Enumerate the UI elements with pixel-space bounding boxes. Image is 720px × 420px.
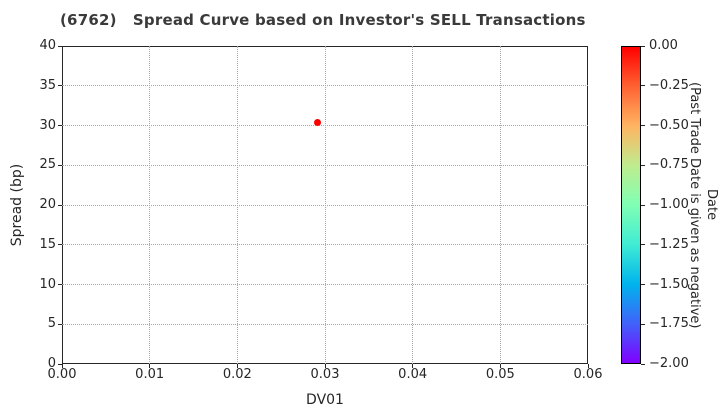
y-tick-label: 15 — [39, 236, 56, 252]
x-tick-mark — [236, 364, 238, 368]
colorbar-tick-label: −1.75 — [649, 316, 689, 332]
gridline-horizontal — [62, 323, 588, 325]
y-tick-mark — [58, 45, 62, 47]
colorbar-tick-mark — [641, 323, 645, 325]
y-axis-label: Spread (bp) — [9, 163, 25, 247]
y-tick-label: 0 — [47, 356, 56, 371]
colorbar-tick-mark — [641, 85, 645, 87]
gridline-horizontal — [62, 85, 588, 87]
y-tick-mark — [58, 164, 62, 166]
x-tick-label: 0.02 — [222, 367, 252, 382]
x-tick-mark — [149, 364, 151, 368]
scatter-data-point — [314, 118, 322, 126]
x-tick-label: 0.05 — [485, 367, 515, 382]
gridline-horizontal — [62, 204, 588, 206]
x-tick-mark — [587, 364, 589, 368]
y-tick-mark — [58, 284, 62, 285]
colorbar-tick-mark — [641, 125, 645, 126]
colorbar-tick-mark — [641, 244, 645, 246]
gridline-horizontal — [62, 284, 588, 285]
colorbar-tick-label: −0.75 — [649, 157, 689, 173]
y-tick-mark — [58, 125, 62, 126]
colorbar-tick-mark — [641, 204, 645, 206]
colorbar-tick-mark — [641, 164, 645, 166]
colorbar-tick-mark — [641, 45, 645, 47]
gridline-horizontal — [62, 244, 588, 246]
y-tick-label: 35 — [39, 77, 56, 93]
gridline-horizontal — [62, 125, 588, 126]
y-tick-label: 25 — [39, 157, 56, 173]
y-tick-mark — [58, 85, 62, 87]
colorbar-tick-mark — [641, 284, 645, 285]
colorbar-tick-label: −0.25 — [649, 77, 689, 93]
x-tick-label: 0.04 — [398, 367, 428, 382]
chart-title: (6762) Spread Curve based on Investor's … — [60, 11, 586, 29]
x-tick-mark — [412, 364, 414, 368]
colorbar-tick-label: −1.50 — [649, 276, 689, 292]
gridline-horizontal — [62, 164, 588, 166]
colorbar-tick-label: −2.00 — [649, 356, 689, 371]
x-tick-label: 0.06 — [573, 367, 603, 382]
x-tick-label: 0.00 — [47, 367, 77, 382]
y-tick-mark — [58, 323, 62, 325]
colorbar-tick-mark — [641, 363, 645, 365]
colorbar-tick-label: −0.50 — [649, 117, 689, 133]
y-tick-mark — [58, 204, 62, 206]
colorbar-tick-label: −1.00 — [649, 197, 689, 212]
y-tick-mark — [58, 363, 62, 365]
x-tick-label: 0.01 — [135, 367, 165, 382]
colorbar-tick-label: 0.00 — [649, 38, 678, 53]
y-tick-label: 20 — [39, 197, 56, 212]
y-tick-label: 10 — [39, 276, 56, 292]
y-tick-label: 40 — [39, 38, 56, 53]
y-tick-label: 30 — [39, 117, 56, 133]
y-tick-mark — [58, 244, 62, 246]
y-tick-label: 5 — [47, 316, 56, 332]
x-tick-mark — [61, 364, 63, 368]
x-tick-mark — [324, 364, 326, 368]
x-tick-mark — [499, 364, 501, 368]
colorbar-tick-label: −1.25 — [649, 236, 689, 252]
x-tick-label: 0.03 — [310, 367, 340, 382]
colorbar-gradient — [621, 46, 641, 364]
x-axis-label: DV01 — [306, 392, 344, 408]
